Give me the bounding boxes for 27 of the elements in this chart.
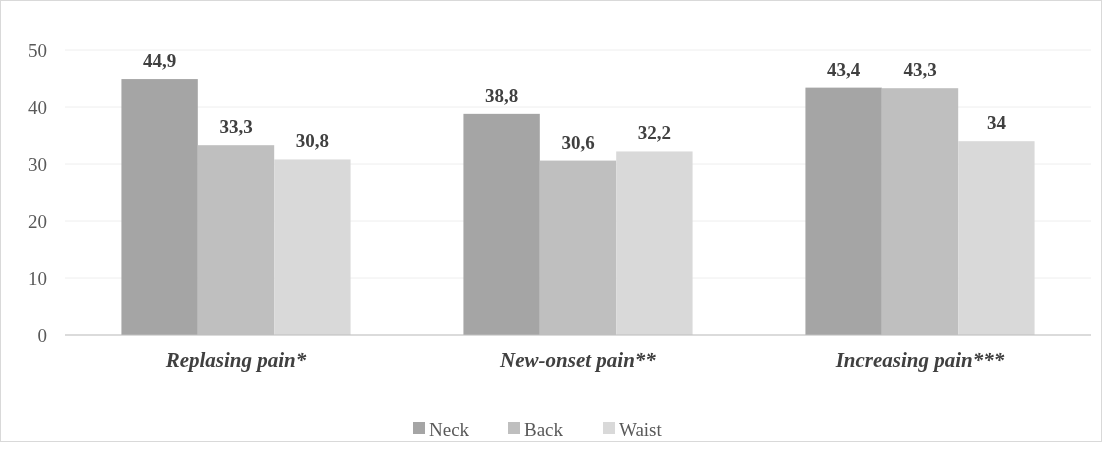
x-tick-label: Replasing pain*: [164, 348, 307, 372]
data-label: 33,3: [219, 116, 253, 138]
x-tick-label: New-onset pain**: [499, 348, 657, 372]
data-label: 34: [986, 112, 1007, 134]
bar: [121, 79, 198, 335]
y-tick-label: 30: [28, 153, 47, 175]
bar: [616, 151, 693, 335]
legend-label: Neck: [429, 418, 470, 440]
y-tick-label: 40: [28, 96, 47, 118]
legend-label: Back: [524, 418, 564, 440]
legend-label: Waist: [619, 418, 663, 440]
y-tick-label: 50: [28, 39, 47, 61]
data-label: 44,9: [142, 50, 177, 72]
data-label: 43,3: [903, 59, 937, 81]
bar: [463, 113, 540, 335]
data-label: 30,6: [561, 131, 595, 153]
y-tick-label: 20: [28, 210, 47, 232]
data-label: 43,4: [826, 58, 861, 80]
bar: [805, 87, 882, 335]
x-tick-label: Increasing pain***: [834, 348, 1005, 372]
y-tick-label: 0: [37, 324, 47, 346]
bar: [958, 141, 1035, 335]
data-label: 38,8: [484, 84, 519, 106]
bar: [274, 159, 351, 335]
data-label: 30,8: [295, 130, 330, 152]
y-tick-label: 10: [28, 267, 47, 289]
data-label: 32,2: [637, 122, 672, 144]
